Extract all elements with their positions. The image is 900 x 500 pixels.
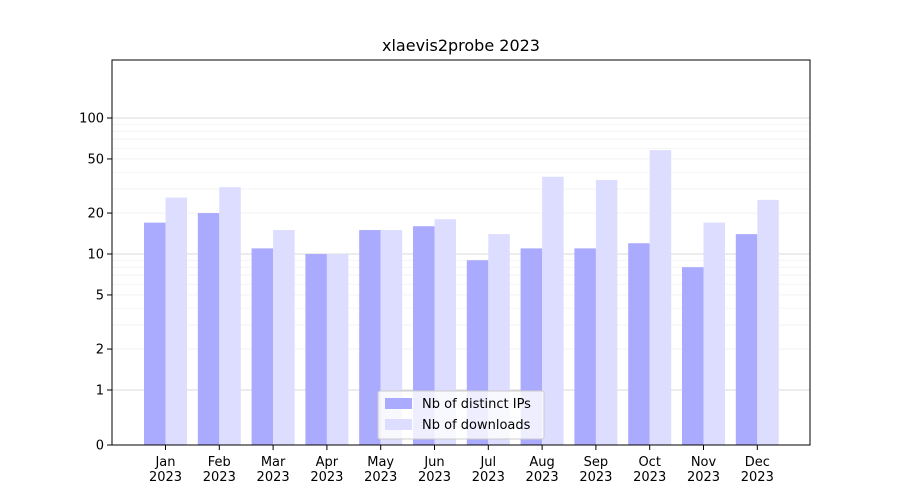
- bar-distinct-ips: [144, 222, 166, 445]
- x-tick-label: Apr: [316, 455, 339, 470]
- x-tick-label: Nov: [691, 455, 717, 470]
- y-tick-label: 10: [87, 248, 104, 263]
- bar-downloads: [757, 199, 779, 445]
- y-tick-label: 2: [96, 343, 104, 358]
- x-tick-label: 2023: [633, 470, 666, 485]
- x-tick-label: 2023: [257, 470, 290, 485]
- x-tick-label: 2023: [364, 470, 397, 485]
- chart-title: xlaevis2probe 2023: [382, 36, 540, 55]
- bar-distinct-ips: [359, 230, 381, 445]
- bar-distinct-ips: [251, 248, 274, 445]
- y-tick-label: 100: [79, 112, 104, 127]
- x-tick-label: 2023: [149, 470, 182, 485]
- x-tick-label: May: [367, 455, 394, 470]
- y-axis-ticks: 0 1 2 5 10 20 50 100: [79, 112, 112, 454]
- bar-distinct-ips: [628, 243, 650, 445]
- x-tick-label: 2023: [418, 470, 451, 485]
- x-tick-label: 2023: [687, 470, 720, 485]
- bar-downloads: [542, 176, 564, 446]
- x-tick-label: Feb: [208, 455, 231, 470]
- x-tick-label: 2023: [741, 470, 774, 485]
- x-tick-label: 2023: [203, 470, 236, 485]
- x-tick-label: 2023: [310, 470, 343, 485]
- x-tick-label: 2023: [472, 470, 505, 485]
- bar-distinct-ips: [574, 248, 596, 445]
- x-tick-label: 2023: [579, 470, 612, 485]
- bar-distinct-ips: [682, 267, 704, 445]
- y-tick-label: 20: [87, 207, 104, 222]
- legend-swatch-ips: [385, 398, 412, 409]
- bar-downloads: [219, 187, 241, 445]
- bar-downloads: [595, 180, 618, 445]
- y-tick-label: 0: [96, 439, 104, 454]
- x-tick-label: Sep: [584, 455, 609, 470]
- x-axis-ticks: Jan2023Feb2023Mar2023Apr2023May2023Jun20…: [149, 445, 774, 485]
- legend-swatch-downloads: [385, 419, 412, 430]
- bar-downloads: [649, 150, 672, 445]
- x-tick-label: Jul: [479, 455, 496, 470]
- bar-downloads: [326, 254, 349, 445]
- legend-label-downloads: Nb of downloads: [422, 418, 531, 433]
- x-tick-label: Mar: [261, 455, 286, 470]
- legend-label-ips: Nb of distinct IPs: [422, 397, 531, 412]
- y-tick-label: 50: [87, 152, 104, 167]
- x-tick-label: Jan: [154, 455, 175, 470]
- bar-downloads: [165, 197, 187, 445]
- legend-box: [377, 390, 545, 440]
- x-tick-label: Jun: [423, 455, 444, 470]
- x-tick-label: Aug: [529, 455, 554, 470]
- bar-distinct-ips: [197, 213, 220, 445]
- x-tick-label: Dec: [745, 455, 770, 470]
- y-tick-label: 1: [96, 384, 104, 399]
- legend: Nb of distinct IPs Nb of downloads: [377, 390, 545, 440]
- bar-distinct-ips: [735, 234, 758, 445]
- bar-distinct-ips: [413, 226, 435, 445]
- y-tick-label: 5: [96, 288, 104, 303]
- x-tick-label: 2023: [526, 470, 559, 485]
- bar-distinct-ips: [305, 254, 327, 445]
- bar-downloads: [273, 230, 295, 445]
- bar-downloads: [434, 219, 456, 445]
- x-tick-label: Oct: [638, 455, 660, 470]
- plot-area-frame: [111, 59, 811, 446]
- bar-downloads: [703, 222, 725, 445]
